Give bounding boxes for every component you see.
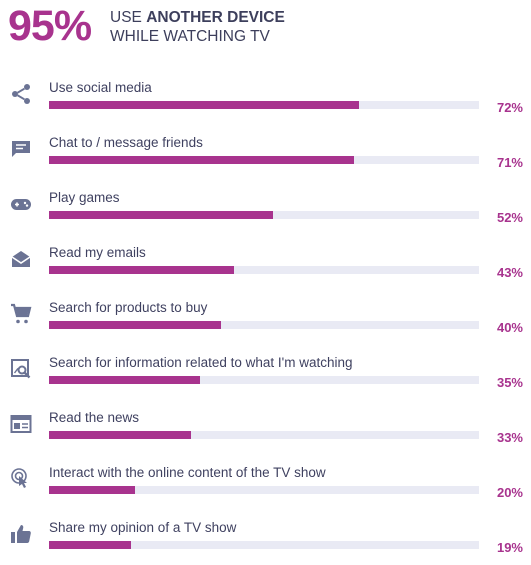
gamepad-icon [8, 191, 34, 217]
bar [49, 376, 200, 384]
bar [49, 266, 234, 274]
bar-track [49, 431, 479, 439]
bar-track [49, 376, 479, 384]
share-icon [8, 81, 34, 107]
bar [49, 321, 221, 329]
headline-line-2: WHILE WATCHING TV [110, 28, 270, 45]
bar-value-label: 71% [496, 155, 523, 170]
bar [49, 101, 359, 109]
bar-label: Play games [49, 190, 120, 205]
chat-icon [8, 136, 34, 162]
headline-plain: USE [110, 9, 147, 26]
chart-row: Read my emails 43% [0, 235, 531, 290]
bar-track [49, 101, 479, 109]
chart-row: Search for information related to what I… [0, 345, 531, 400]
touch-icon [8, 466, 34, 492]
bar-value-label: 33% [496, 430, 523, 445]
bar-value-label: 43% [496, 265, 523, 280]
news-icon [8, 411, 34, 437]
header: 95% USE ANOTHER DEVICE WHILE WATCHING TV [8, 4, 523, 48]
bar-value-label: 19% [496, 540, 523, 555]
headline-percentage: 95% [8, 2, 92, 50]
chart-row: Share my opinion of a TV show 19% [0, 510, 531, 565]
bar-label: Read my emails [49, 245, 146, 260]
bar-chart: Use social media 72% Chat to / message fri… [0, 70, 531, 555]
thumbs-up-icon [8, 521, 34, 547]
bar-track [49, 321, 479, 329]
bar-label: Search for products to buy [49, 300, 208, 315]
bar [49, 486, 135, 494]
headline-text: USE ANOTHER DEVICE WHILE WATCHING TV [110, 8, 285, 46]
bar [49, 431, 191, 439]
headline-emphasis: ANOTHER DEVICE [146, 9, 285, 26]
chart-row: Search for products to buy 40% [0, 290, 531, 345]
image-search-icon [8, 356, 34, 382]
chart-row: Interact with the online content of the … [0, 455, 531, 510]
headline-line-1: USE ANOTHER DEVICE [110, 8, 285, 27]
shopping-cart-icon [8, 301, 34, 327]
bar-value-label: 20% [496, 485, 523, 500]
bar-value-label: 40% [496, 320, 523, 335]
bar [49, 541, 131, 549]
bar [49, 156, 355, 164]
bar-value-label: 35% [496, 375, 523, 390]
bar-track [49, 266, 479, 274]
bar-track [49, 541, 479, 549]
bar-label: Interact with the online content of the … [49, 465, 326, 480]
bar-track [49, 486, 479, 494]
bar [49, 211, 273, 219]
bar-track [49, 211, 479, 219]
bar-label: Read the news [49, 410, 140, 425]
chart-row: Read the news 33% [0, 400, 531, 455]
bar-value-label: 52% [496, 210, 523, 225]
chart-row: Use social media 72% [0, 70, 531, 125]
bar-label: Share my opinion of a TV show [49, 520, 237, 535]
bar-label: Use social media [49, 80, 152, 95]
bar-label: Chat to / message friends [49, 135, 203, 150]
bar-track [49, 156, 479, 164]
chart-row: Chat to / message friends 71% [0, 125, 531, 180]
bar-label: Search for information related to what I… [49, 355, 353, 370]
envelope-open-icon [8, 246, 34, 272]
chart-row: Play games 52% [0, 180, 531, 235]
bar-value-label: 72% [496, 100, 523, 115]
